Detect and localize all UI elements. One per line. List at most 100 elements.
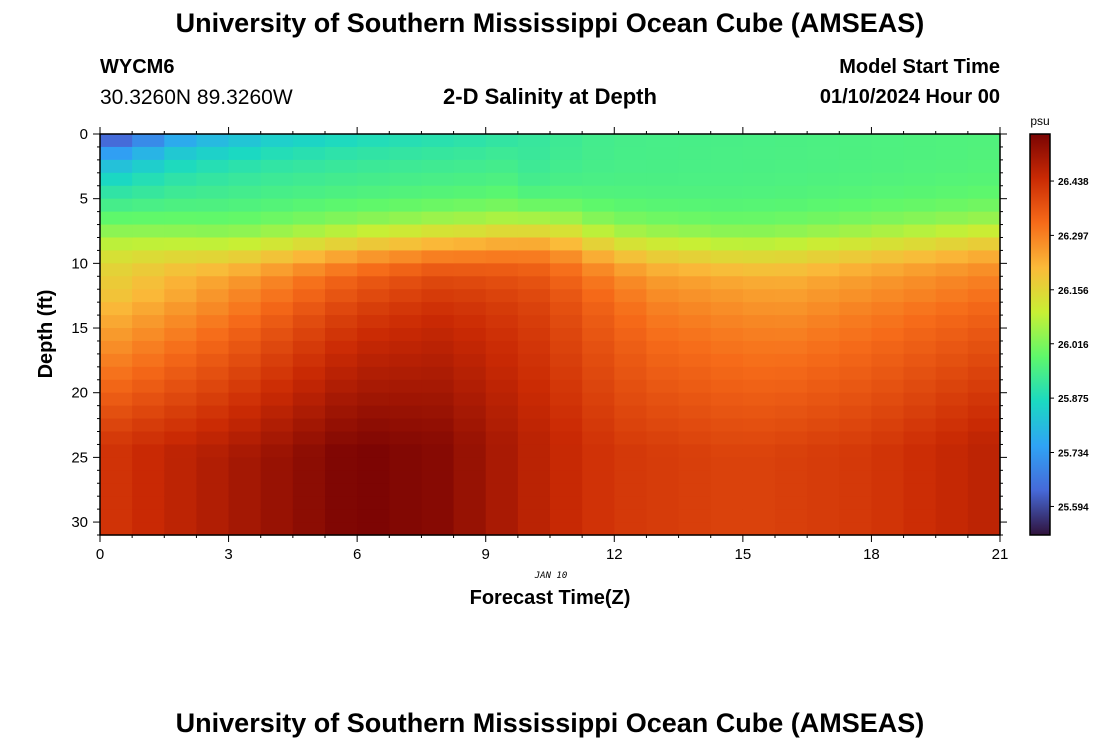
heatmap-cell [357,134,390,148]
heatmap-cell [485,353,519,368]
heatmap-cell [710,211,744,226]
heatmap-cell [292,444,326,458]
heatmap-cell [582,340,615,355]
heatmap-cell [614,509,648,523]
heatmap-cell [357,418,390,433]
heatmap-cell [935,302,969,316]
heatmap-cell [646,496,680,510]
heatmap-cell [839,172,873,187]
heatmap-cell [100,263,133,277]
heatmap-cell [967,444,1001,458]
heatmap-cell [871,146,905,161]
heatmap-cells [100,134,1001,536]
heatmap-cell [260,522,294,536]
heatmap-cell [389,509,423,523]
heatmap-cell [550,315,583,329]
heatmap-cell [164,483,198,497]
heatmap-cell [325,470,358,484]
heatmap-cell [967,159,1001,174]
heatmap-cell [839,392,873,407]
heatmap-cell [453,509,487,523]
heatmap-cell [839,224,873,239]
heatmap-cell [325,457,358,471]
heatmap-cell [485,496,519,510]
heatmap-cell [357,444,390,458]
heatmap-cell [967,340,1001,355]
heatmap-cell [678,353,712,368]
heatmap-cell [260,302,294,316]
heatmap-cell [871,392,905,407]
heatmap-cell [550,522,583,536]
heatmap-cell [453,392,487,407]
heatmap-cell [292,509,326,523]
heatmap-cell [453,522,487,536]
heatmap-cell [582,263,615,277]
heatmap-cell [485,379,519,394]
heatmap-cell [357,522,390,536]
heatmap-cell [453,289,487,303]
heatmap-cell [260,250,294,264]
heatmap-cell [196,263,230,277]
heatmap-cell [228,379,262,394]
heatmap-cell [164,470,198,484]
heatmap-cell [453,431,487,446]
heatmap-cell [164,392,198,407]
heatmap-cell [935,405,969,420]
heatmap-cell [485,198,519,213]
heatmap-cell [967,302,1001,316]
heatmap-cell [132,211,165,226]
heatmap-cell [100,250,133,264]
heatmap-cell [646,315,680,329]
heatmap-cell [871,134,905,148]
heatmap-cell [260,328,294,342]
heatmap-cell [775,379,808,394]
heatmap-cell [517,405,551,420]
heatmap-cell [485,366,519,381]
heatmap-cell [517,366,551,381]
heatmap-cell [807,509,840,523]
heatmap-cell [582,172,615,187]
heatmap-cell [260,379,294,394]
heatmap-cell [132,418,165,433]
heatmap-cell [775,302,808,316]
heatmap-cell [742,276,776,290]
heatmap-cell [517,496,551,510]
colorbar-tick-label: 25.875 [1058,394,1089,405]
heatmap-cell [871,185,905,200]
heatmap-cell [196,522,230,536]
heatmap-cell [935,457,969,471]
heatmap-cell [485,470,519,484]
heatmap-cell [550,444,583,458]
heatmap-cell [967,328,1001,342]
heatmap-cell [742,328,776,342]
heatmap-cell [325,172,358,187]
heatmap-cell [550,289,583,303]
colorbar-unit: psu [1030,114,1049,128]
heatmap-cell [421,509,455,523]
heatmap-cell [260,237,294,252]
heatmap-cell [550,159,583,174]
heatmap-cell [228,418,262,433]
heatmap-cell [550,405,583,420]
heatmap-cell [614,483,648,497]
heatmap-cell [292,405,326,420]
heatmap-cell [421,237,455,252]
heatmap-cell [582,457,615,471]
heatmap-cell [325,392,358,407]
heatmap-cell [100,496,133,510]
heatmap-cell [100,224,133,239]
heatmap-cell [678,340,712,355]
heatmap-cell [678,250,712,264]
heatmap-cell [550,379,583,394]
heatmap-cell [550,470,583,484]
heatmap-cell [196,431,230,446]
heatmap-cell [325,134,358,148]
heatmap-cell [517,159,551,174]
heatmap-cell [903,211,937,226]
heatmap-cell [164,198,198,213]
heatmap-cell [325,198,358,213]
heatmap-cell [582,392,615,407]
heatmap-cell [967,522,1001,536]
heatmap-cell [132,250,165,264]
heatmap-cell [485,250,519,264]
